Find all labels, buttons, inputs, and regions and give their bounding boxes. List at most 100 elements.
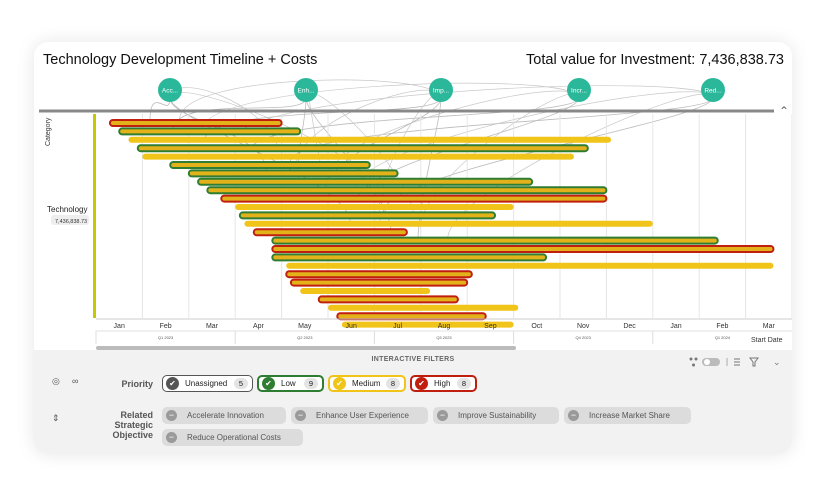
month-label: Aug: [438, 323, 451, 330]
chip-medium[interactable]: ✔ Medium 8: [328, 375, 406, 392]
objective-node-label: Incr...: [571, 88, 587, 95]
chip-count: 5: [233, 378, 248, 389]
collapse-icon[interactable]: ⌃: [779, 104, 789, 118]
objective-node[interactable]: [294, 78, 318, 102]
start-date-label: Start Date: [751, 337, 783, 344]
quarter-label: Q1 2023: [158, 335, 174, 340]
page-title: Technology Development Timeline + Costs: [43, 52, 318, 68]
objective-nodes: Acc... Enh... Imp... Incr... Red...: [158, 78, 725, 102]
horizontal-scrollbar[interactable]: [96, 346, 516, 350]
objective-link: [169, 97, 351, 223]
month-label: Mar: [206, 323, 219, 330]
month-label: Jan: [114, 323, 125, 330]
timeline-bar[interactable]: [136, 144, 589, 153]
minus-icon: −: [568, 410, 579, 421]
minus-icon: −: [166, 432, 177, 443]
timeline-bar[interactable]: [220, 194, 608, 203]
technology-value: 7,436,838.73: [55, 219, 87, 225]
minus-icon: −: [166, 410, 177, 421]
timeline-bar[interactable]: [341, 321, 514, 328]
total-investment: Total value for Investment: 7,436,838.73: [526, 52, 784, 68]
check-icon: ✔: [166, 377, 179, 390]
timeline-bar[interactable]: [271, 253, 548, 262]
timeline-bar[interactable]: [300, 288, 431, 294]
move-icon[interactable]: ⇕: [52, 413, 60, 423]
objective-node[interactable]: [429, 78, 453, 102]
chip-high[interactable]: ✔ High 8: [410, 375, 477, 392]
technology-value-badge: [51, 215, 89, 225]
objective-node[interactable]: [567, 78, 591, 102]
objective-link: [248, 97, 580, 153]
dashboard-card: Technology Development Timeline + Costs …: [34, 42, 792, 454]
objective-link: [295, 89, 442, 173]
align-icon[interactable]: [734, 358, 740, 366]
month-label: Feb: [716, 323, 728, 330]
chip-enhance-user-experience[interactable]: − Enhance User Experience: [291, 407, 428, 424]
chip-count: 9: [303, 378, 318, 389]
timeline-bar[interactable]: [252, 228, 408, 237]
timeline-bar[interactable]: [271, 236, 719, 245]
month-label: Apr: [253, 323, 265, 330]
timeline-bar[interactable]: [118, 127, 302, 136]
filter-toolbar: ⌄: [689, 357, 781, 367]
objective-link: [420, 93, 580, 233]
month-label: Jun: [346, 323, 357, 330]
timeline-bar[interactable]: [328, 304, 519, 311]
chip-reduce-operational-costs[interactable]: − Reduce Operational Costs: [162, 429, 303, 446]
interactive-filters: INTERACTIVE FILTERS ⌄ ◎ ∞ Priority ✔ Una…: [34, 350, 792, 454]
month-label: Sep: [484, 323, 497, 330]
hierarchy-icon[interactable]: [689, 357, 698, 367]
category-track: [93, 114, 96, 318]
objective-node-label: Acc...: [162, 88, 178, 95]
month-label: Jan: [670, 323, 681, 330]
month-label: Nov: [577, 323, 590, 330]
chip-increase-market-share[interactable]: − Increase Market Share: [564, 407, 691, 424]
chip-label: Medium: [352, 379, 381, 388]
chip-label: Unassigned: [185, 379, 228, 388]
timeline-bar[interactable]: [108, 119, 283, 127]
timeline-bar[interactable]: [187, 169, 399, 178]
chevron-down-icon[interactable]: ⌄: [773, 357, 781, 367]
minus-icon: −: [295, 410, 306, 421]
quarter-label: Q4 2023: [576, 335, 592, 340]
chip-improve-sustainability[interactable]: − Improve Sustainability: [433, 407, 559, 424]
timeline-bar[interactable]: [142, 153, 574, 160]
objective-node-label: Imp...: [433, 88, 449, 95]
chip-accelerate-innovation[interactable]: − Accelerate Innovation: [162, 407, 286, 424]
minus-icon: −: [437, 410, 448, 421]
timeline-bar[interactable]: [197, 177, 534, 186]
time-axis: Jan Feb Mar Apr May Jun Jul Aug Sep Oct Nov Dec Jan F…: [95, 318, 792, 344]
timeline-bar[interactable]: [289, 278, 469, 287]
timeline-bar[interactable]: [206, 186, 608, 195]
timeline-bar[interactable]: [317, 295, 459, 304]
timeline-bar[interactable]: [244, 220, 653, 227]
month-label: Jul: [393, 323, 402, 330]
timeline-bars: [108, 119, 775, 328]
timeline-bar[interactable]: [285, 270, 473, 279]
check-icon: ✔: [415, 377, 428, 390]
month-label: Feb: [160, 323, 172, 330]
objective-node[interactable]: [701, 78, 725, 102]
technology-label: Technology: [47, 205, 87, 214]
link-icon[interactable]: ∞: [72, 376, 79, 386]
objective-node-label: Red...: [704, 88, 722, 95]
month-label: May: [298, 323, 312, 330]
chip-low[interactable]: ✔ Low 9: [257, 375, 324, 392]
timeline-bar[interactable]: [235, 204, 514, 210]
target-icon[interactable]: ◎: [52, 376, 60, 386]
objective-link: [289, 97, 714, 163]
quarter-label: Q3 2023: [436, 335, 452, 340]
timeline-bar[interactable]: [286, 262, 774, 269]
month-label: Mar: [763, 323, 776, 330]
timeline-chart: ⌃ Acc... Enh... Imp... Incr... Red... Catego…: [39, 78, 792, 350]
chip-unassigned[interactable]: ✔ Unassigned 5: [162, 375, 253, 392]
timeline-bar[interactable]: [271, 245, 775, 253]
timeline-bar[interactable]: [169, 161, 371, 169]
timeline-bar[interactable]: [238, 211, 497, 220]
priority-label: Priority: [121, 379, 153, 389]
objective-node[interactable]: [158, 78, 182, 102]
timeline-bar[interactable]: [128, 136, 612, 143]
timeline-bar[interactable]: [336, 312, 487, 321]
view-toggle[interactable]: [702, 358, 720, 366]
clear-filter-icon[interactable]: [749, 357, 759, 367]
